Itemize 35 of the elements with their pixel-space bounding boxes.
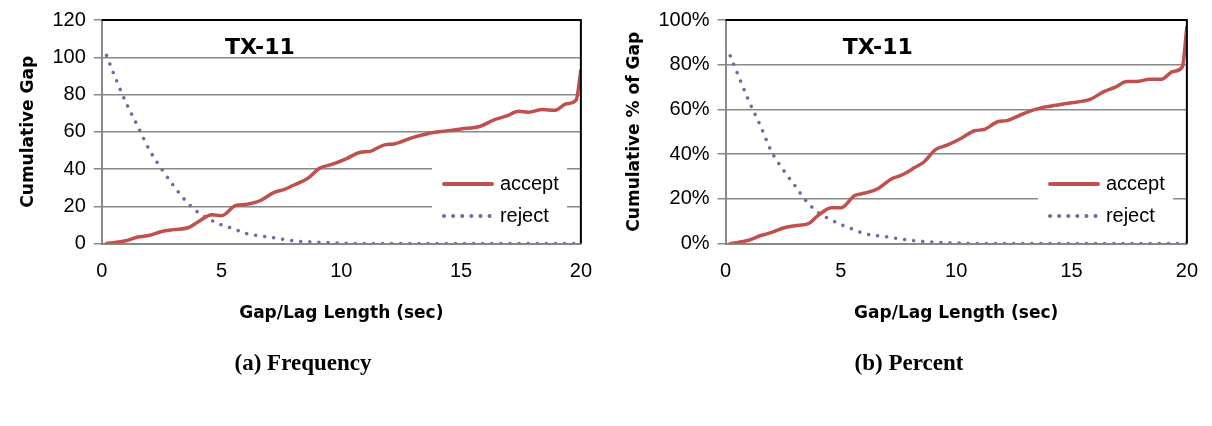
y-tick-label: 120 [52,7,86,30]
x-tick-label: 10 [330,259,353,282]
y-tick-label: 0% [680,231,710,254]
y-axis-title: Cumulative % of Gap [622,31,643,232]
legend-label: accept [1105,172,1165,196]
x-tick-label: 0 [96,259,108,282]
text: TX-11 [842,34,913,59]
x-tick-label: 5 [835,259,847,282]
x-tick-label: 0 [719,259,732,282]
y-tick-label: 80% [669,52,710,75]
legend-label: accept [499,172,559,196]
x-tick-label: 15 [1060,259,1083,282]
y-tick-label: 80 [63,82,86,105]
x-tick-label: 10 [945,259,968,282]
y-tick-label: 100% [658,7,710,30]
x-tick-label: 5 [215,259,228,282]
legend-label: reject [1105,204,1155,228]
x-tick-label: 15 [449,259,473,282]
y-tick-label: 40 [63,156,86,179]
x-tick-label: 20 [569,259,592,282]
legend-label: reject [499,204,549,228]
y-tick-label: 0 [74,231,86,254]
text: (b) Percent [853,350,965,376]
y-tick-label: 20% [669,186,710,209]
x-axis-title: Gap/Lag Length (sec) [854,302,1059,323]
text: (a) Frequency [233,350,373,376]
text: TX-11 [224,34,295,59]
x-tick-label: 20 [1175,259,1198,282]
y-tick-label: 60 [63,119,86,142]
x-axis-title: Gap/Lag Length (sec) [239,302,444,323]
y-tick-label: 40% [669,141,710,164]
y-tick-label: 20 [63,193,86,216]
y-axis-title: Cumulative Gap [16,55,37,208]
y-tick-label: 100 [52,44,86,67]
y-tick-label: 60% [669,96,710,119]
